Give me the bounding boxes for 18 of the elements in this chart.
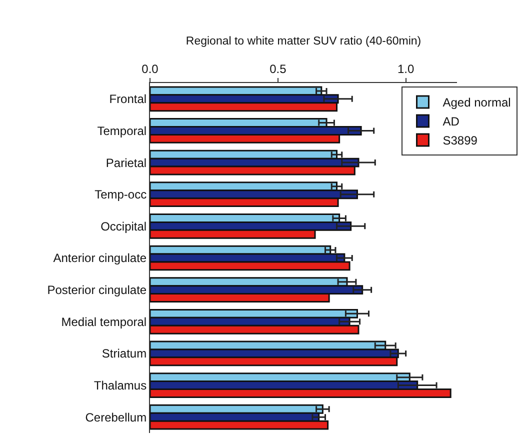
y-tick-label: Parietal: [106, 156, 147, 170]
x-tick-label: 0.0: [142, 62, 159, 76]
x-tick-label: 1.0: [397, 62, 414, 76]
y-tick-label: Medial temporal: [61, 314, 147, 329]
y-tick-label: Occipital: [100, 219, 147, 234]
y-tick-label: Temp-occ: [94, 188, 147, 202]
y-tick-label: Frontal: [109, 92, 147, 106]
legend-label: Aged normal: [442, 96, 511, 110]
legend-label: S3899: [442, 134, 478, 148]
y-tick-label: Thalamus: [94, 378, 147, 392]
y-tick-label: Posterior cingulate: [47, 283, 147, 298]
y-tick-label: Temporal: [97, 124, 147, 138]
y-tick-label: Anterior cingulate: [53, 251, 147, 266]
legend-label: AD: [442, 114, 460, 129]
x-axis-title: Regional to white matter SUV ratio (40-60min): [186, 36, 422, 48]
x-tick-label: 0.5: [270, 62, 287, 76]
y-tick-label: Cerebellum: [85, 410, 147, 424]
y-tick-label: Striatum: [102, 346, 147, 361]
